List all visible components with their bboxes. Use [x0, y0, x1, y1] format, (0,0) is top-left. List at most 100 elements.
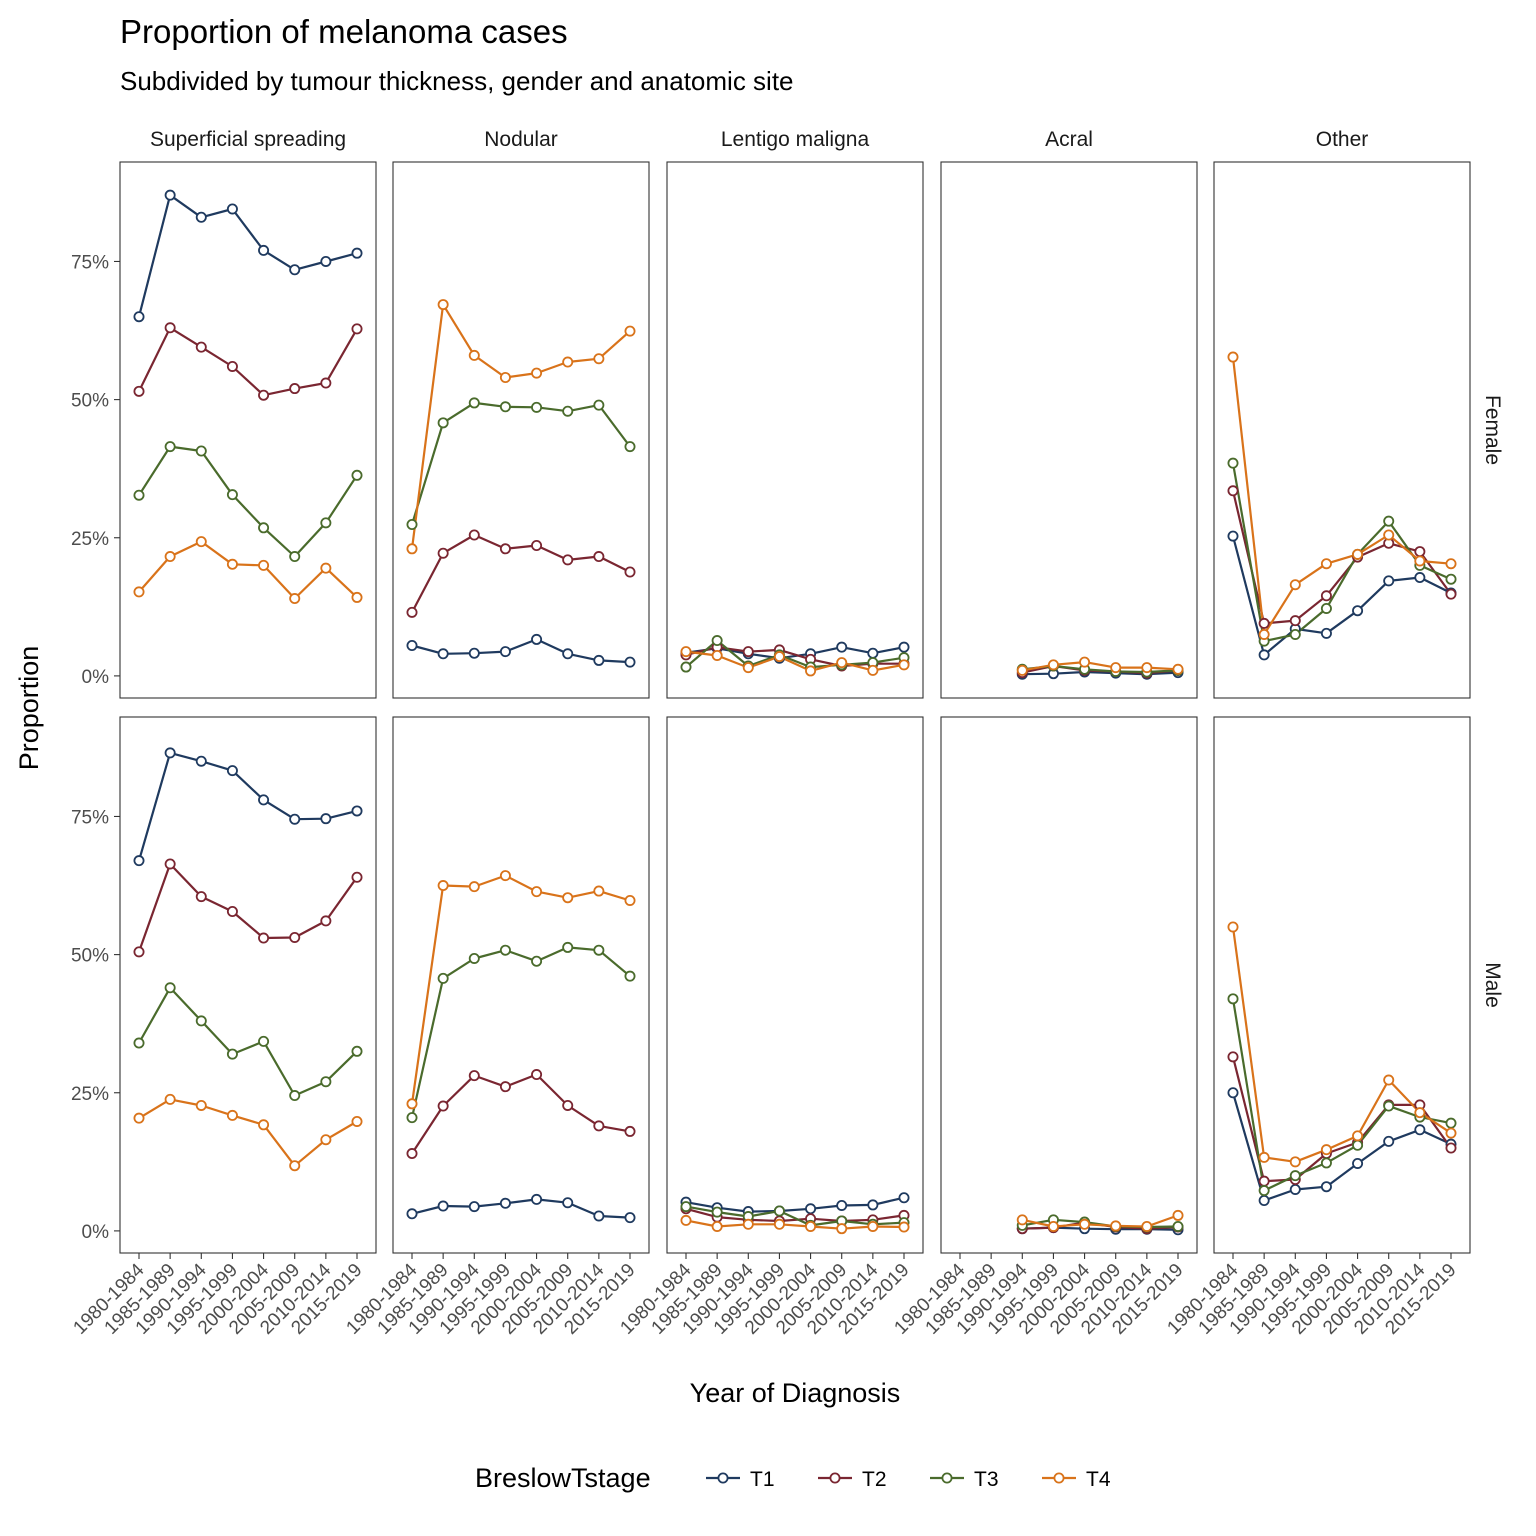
- y-tick-label: 50%: [71, 946, 109, 967]
- legend-key-point: [941, 1472, 953, 1484]
- panel-male-other: [1227, 921, 1457, 1207]
- data-point-t4: [289, 593, 301, 605]
- legend-item-t1: T1: [706, 1468, 775, 1491]
- data-point-t2: [164, 322, 176, 334]
- data-point-t4: [437, 299, 449, 311]
- data-point-t2: [195, 341, 207, 353]
- data-point-t2: [289, 383, 301, 395]
- data-point-t1: [867, 647, 879, 659]
- panel-female-superficial-spreading: [133, 189, 363, 605]
- x-axis-title: Year of Diagnosis: [690, 1378, 901, 1408]
- y-tick-label: 0%: [82, 1222, 110, 1243]
- data-point-t1: [1258, 1195, 1270, 1207]
- data-point-t4: [133, 586, 145, 598]
- data-point-t3: [351, 1045, 363, 1057]
- y-axes: 0% 25% 50% 75% 0% 25% 50% 75%: [71, 252, 120, 1243]
- data-point-t4: [867, 664, 879, 676]
- data-point-t1: [226, 765, 238, 777]
- legend-key-point: [717, 1472, 729, 1484]
- data-point-t2: [531, 539, 543, 551]
- data-point-t1: [351, 805, 363, 817]
- data-point-t1: [898, 641, 910, 653]
- data-point-t4: [1110, 662, 1122, 674]
- data-point-t4: [226, 1109, 238, 1121]
- data-point-t3: [468, 952, 480, 964]
- data-point-t4: [1383, 529, 1395, 541]
- y-tick-label: 75%: [71, 252, 109, 273]
- data-point-t4: [320, 1134, 332, 1146]
- data-point-t4: [1352, 548, 1364, 560]
- data-point-t1: [1320, 627, 1332, 639]
- data-point-t3: [624, 970, 636, 982]
- data-point-t1: [836, 1199, 848, 1211]
- data-point-t1: [320, 255, 332, 267]
- legend: BreslowTstage T1 T2 T3 T4: [475, 1463, 1111, 1493]
- chart-title: Proportion of melanoma cases: [120, 13, 568, 50]
- data-point-t2: [742, 646, 754, 658]
- data-point-t3: [258, 1035, 270, 1047]
- data-point-t2: [1227, 485, 1239, 497]
- data-point-t1: [351, 247, 363, 259]
- data-point-t3: [437, 417, 449, 429]
- data-point-t4: [1172, 663, 1184, 675]
- panel-border: [666, 716, 924, 1254]
- data-point-t2: [624, 566, 636, 578]
- data-point-t3: [258, 522, 270, 534]
- data-point-t2: [1320, 590, 1332, 602]
- data-point-t1: [562, 648, 574, 660]
- data-point-t2: [351, 871, 363, 883]
- data-point-t1: [499, 1197, 511, 1209]
- data-point-t2: [531, 1069, 543, 1081]
- data-point-t2: [593, 1120, 605, 1132]
- data-point-t2: [562, 1099, 574, 1111]
- data-point-t4: [468, 349, 480, 361]
- legend-label: T4: [1086, 1468, 1111, 1491]
- data-point-t1: [867, 1199, 879, 1211]
- data-point-t4: [1047, 1220, 1059, 1232]
- legend-label: T2: [862, 1468, 887, 1491]
- data-point-t3: [226, 489, 238, 501]
- data-point-t1: [624, 656, 636, 668]
- data-point-t4: [1110, 1220, 1122, 1232]
- data-point-t4: [468, 881, 480, 893]
- data-point-t1: [1289, 1183, 1301, 1195]
- data-point-t4: [1141, 662, 1153, 674]
- series-line-t3: [138, 986, 358, 1097]
- data-point-t2: [593, 551, 605, 563]
- data-point-t3: [1445, 573, 1457, 585]
- data-point-t4: [320, 562, 332, 574]
- series-line-t2: [137, 862, 358, 953]
- data-point-t4: [680, 646, 692, 658]
- legend-item-t2: T2: [818, 1468, 887, 1491]
- data-point-t2: [320, 377, 332, 389]
- y-tick-label: 25%: [71, 529, 109, 550]
- data-point-t4: [773, 651, 785, 663]
- data-point-t4: [836, 1223, 848, 1235]
- panel-border: [392, 716, 650, 1254]
- data-point-t1: [1320, 1181, 1332, 1193]
- data-point-t3: [624, 441, 636, 453]
- data-point-t4: [711, 1220, 723, 1232]
- data-point-t2: [406, 606, 418, 618]
- data-point-t4: [164, 1093, 176, 1105]
- data-point-t4: [226, 558, 238, 570]
- data-point-t4: [437, 880, 449, 892]
- data-point-t3: [289, 1090, 301, 1102]
- panel-border: [1213, 161, 1471, 699]
- data-point-t3: [133, 489, 145, 501]
- facet-label-superficial-spreading: Superficial spreading: [150, 128, 346, 151]
- data-point-t1: [898, 1192, 910, 1204]
- data-point-t4: [742, 662, 754, 674]
- data-point-t4: [805, 1220, 817, 1232]
- series-line-t4: [1231, 356, 1452, 636]
- facet-label-female: Female: [1481, 395, 1504, 465]
- panel-male-nodular: [406, 870, 636, 1224]
- data-point-t3: [195, 1015, 207, 1027]
- data-point-t4: [624, 325, 636, 337]
- series-line-t3: [138, 445, 358, 558]
- y-tick-label: 0%: [82, 667, 110, 688]
- data-point-t3: [1383, 1100, 1395, 1112]
- data-point-t1: [226, 203, 238, 215]
- data-point-t4: [164, 551, 176, 563]
